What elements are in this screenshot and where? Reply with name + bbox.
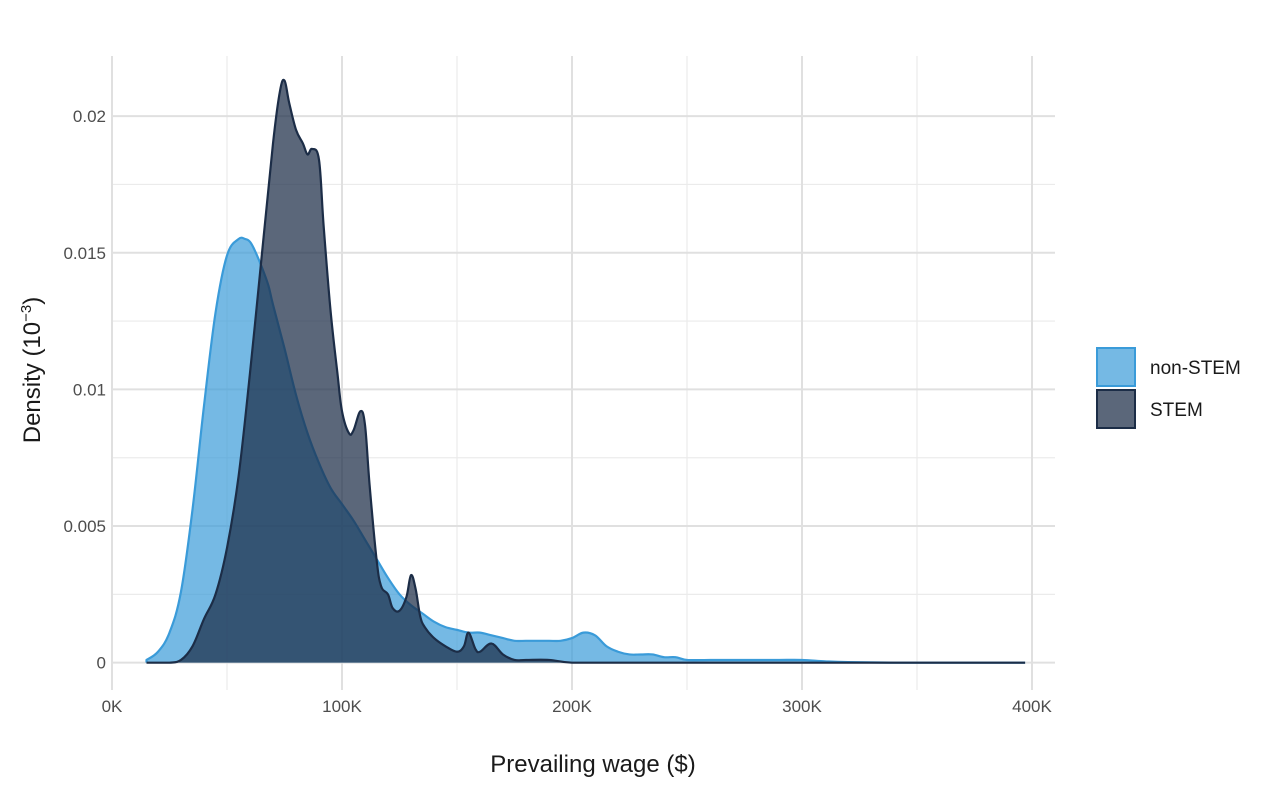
x-tick-label: 300K xyxy=(782,697,822,716)
y-tick-label: 0.015 xyxy=(63,244,106,263)
y-axis-title-superscript: −3 xyxy=(18,305,35,322)
density-line-stem xyxy=(146,78,1026,664)
legend-label-non-stem: non-STEM xyxy=(1150,358,1241,379)
x-tick-label: 200K xyxy=(552,697,592,716)
y-axis-title: Density (10−3) xyxy=(18,297,46,444)
x-tick-label: 100K xyxy=(322,697,362,716)
legend: non-STEM STEM xyxy=(1096,347,1241,429)
x-axis-title: Prevailing wage ($) xyxy=(490,751,695,778)
y-tick-label: 0.005 xyxy=(63,517,106,536)
legend-label-stem: STEM xyxy=(1150,400,1203,421)
x-tick-label: 400K xyxy=(1012,697,1052,716)
x-axis-ticks: 0K 100K 200K 300K 400K xyxy=(102,697,1053,716)
legend-swatch-non-stem xyxy=(1096,347,1136,387)
y-tick-label: 0.01 xyxy=(73,380,106,399)
y-tick-label: 0 xyxy=(97,654,106,673)
density-area-stem xyxy=(146,79,1026,663)
x-tick-label: 0K xyxy=(102,697,123,716)
y-axis-ticks: 0 0.005 0.01 0.015 0.02 xyxy=(63,107,106,673)
legend-swatch-stem xyxy=(1096,389,1136,429)
y-tick-label: 0.02 xyxy=(73,107,106,126)
y-axis-title-close: ) xyxy=(19,297,46,305)
density-line-non-stem xyxy=(145,236,1026,664)
density-areas xyxy=(145,78,1026,664)
